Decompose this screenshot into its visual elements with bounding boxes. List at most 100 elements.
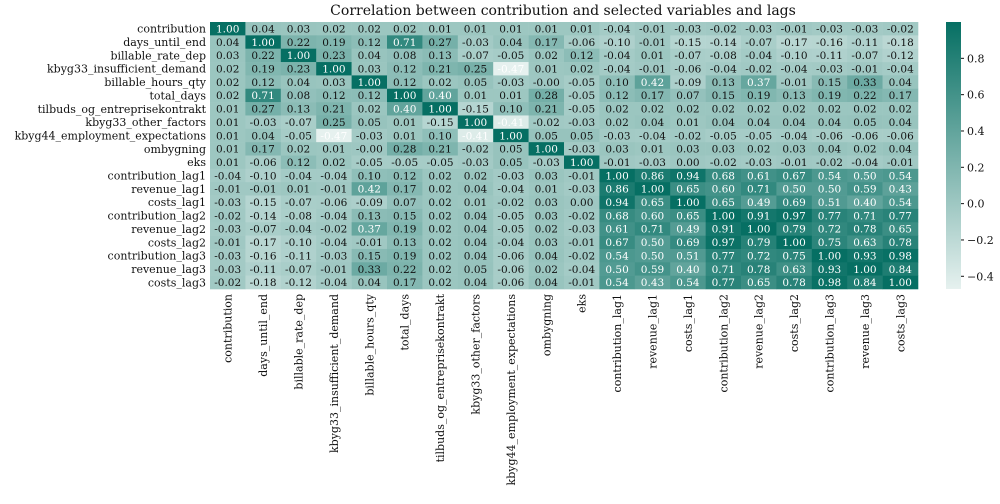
- cell-value-label: 1.00: [393, 90, 416, 102]
- heatmap-cell: [705, 128, 742, 143]
- heatmap-cell: [422, 262, 459, 276]
- cell-value-label: -0.11: [851, 37, 878, 49]
- cell-value-label: 0.75: [818, 237, 841, 249]
- heatmap-cell: [670, 128, 706, 143]
- cell-value-label: -0.17: [781, 37, 808, 49]
- cell-value-label: 1.00: [889, 277, 912, 289]
- heatmap-cell: [528, 235, 565, 250]
- cell-value-label: -0.11: [250, 264, 277, 276]
- cell-value-label: 0.01: [216, 157, 239, 169]
- cell-value-label: 0.01: [393, 117, 416, 129]
- heatmap-cell: [776, 22, 813, 36]
- cell-value-label: 1.00: [358, 77, 381, 89]
- cell-value-label: 0.84: [889, 264, 913, 276]
- heatmap-cell: [422, 168, 459, 183]
- heatmap-cell: [847, 222, 883, 236]
- cell-value-label: 0.13: [287, 104, 310, 116]
- cell-value-label: -0.00: [356, 144, 383, 156]
- heatmap-cell: [210, 75, 246, 90]
- column-tick-label: costs_lag3: [894, 294, 907, 352]
- heatmap-cell: [705, 22, 742, 36]
- heatmap-cell: [316, 22, 352, 36]
- cell-value-label: 0.59: [853, 184, 876, 196]
- heatmap-cell: [457, 208, 494, 223]
- heatmap-cell: [599, 75, 636, 90]
- colorbar-tick-label: 0.8: [967, 52, 985, 65]
- cell-value-label: 0.21: [535, 104, 558, 116]
- cell-value-label: -0.04: [851, 157, 878, 169]
- heatmap-cell: [387, 22, 423, 36]
- cell-value-label: 0.04: [251, 130, 275, 142]
- heatmap-cell: [599, 275, 636, 290]
- heatmap-cell: [811, 88, 848, 103]
- cell-value-label: 0.04: [535, 250, 559, 262]
- cell-value-label: 0.05: [499, 157, 522, 169]
- heatmap-cell: [210, 102, 246, 116]
- colorbar-tick-label: 0.0: [967, 198, 985, 211]
- heatmap-cell: [705, 222, 742, 236]
- colorbar: 0.8 0.6 0.4 0.2 0.0 −0.2 −0.4: [946, 22, 994, 289]
- heatmap-cell: [316, 115, 352, 130]
- heatmap-cell: [705, 115, 742, 130]
- cell-value-label: 0.67: [605, 237, 628, 249]
- cell-value-label: 0.75: [782, 250, 805, 262]
- cell-value-label: -0.07: [285, 197, 312, 209]
- heatmap-cell: [245, 102, 282, 116]
- heatmap-cell: [351, 35, 388, 49]
- cell-value-label: 0.13: [358, 210, 381, 222]
- row-tick-label: contribution_lag2: [108, 210, 206, 223]
- cell-value-label: -0.02: [214, 277, 241, 289]
- column-tick-label: costs_lag2: [788, 294, 801, 352]
- heatmap-cell: [564, 208, 600, 223]
- cell-value-label: 0.65: [747, 277, 770, 289]
- cell-value-label: 0.04: [358, 277, 382, 289]
- heatmap-cell: [670, 142, 706, 156]
- heatmap-cell: [634, 262, 671, 276]
- cell-value-label: 0.61: [605, 224, 628, 236]
- cell-value-label: 0.01: [535, 184, 558, 196]
- heatmap-cell: [634, 88, 671, 103]
- heatmap-cell: [316, 195, 352, 210]
- cell-value-label: 0.02: [428, 277, 451, 289]
- heatmap-cell: [741, 142, 777, 156]
- heatmap-cell: [316, 168, 352, 183]
- heatmap-cell: [528, 88, 565, 103]
- column-tick-label: eks: [576, 294, 589, 313]
- cell-value-label: 0.03: [712, 144, 735, 156]
- cell-value-label: -0.15: [462, 104, 489, 116]
- cell-value-label: 0.93: [818, 264, 841, 276]
- heatmap-cell: [422, 235, 459, 250]
- cell-value-label: 0.98: [818, 277, 841, 289]
- heatmap-cell: [280, 195, 317, 210]
- heatmap-cell: [776, 128, 813, 143]
- heatmap-cell: [634, 75, 671, 90]
- cell-value-label: 0.40: [393, 104, 416, 116]
- cell-value-label: -0.18: [250, 277, 277, 289]
- heatmap-cell: [564, 115, 600, 130]
- heatmap-cell: [882, 115, 919, 130]
- cell-value-label: 0.40: [676, 264, 699, 276]
- cell-value-label: 1.00: [535, 144, 558, 156]
- cell-value-label: -0.05: [568, 77, 595, 89]
- cell-value-label: -0.04: [604, 23, 631, 35]
- heatmap-cell: [811, 182, 848, 196]
- cell-value-label: 0.86: [641, 170, 665, 182]
- cell-value-label: 0.21: [322, 104, 345, 116]
- cell-value-label: 0.17: [393, 277, 416, 289]
- cell-value-label: 0.02: [464, 170, 487, 182]
- heatmap-cell: [280, 35, 317, 49]
- heatmap-cell: [210, 182, 246, 196]
- heatmap-cell: [422, 48, 459, 63]
- cell-value-label: -0.11: [285, 250, 312, 262]
- cell-value-label: 0.05: [853, 117, 876, 129]
- cell-value-label: 0.63: [853, 237, 876, 249]
- cell-value-label: -0.02: [568, 210, 595, 222]
- cell-value-label: -0.07: [285, 264, 312, 276]
- column-tick-label: billable_rate_dep: [293, 294, 306, 390]
- heatmap-cell: [741, 75, 777, 90]
- cell-value-label: -0.02: [533, 117, 560, 129]
- cell-value-label: 0.15: [712, 90, 735, 102]
- heatmap-cell: [882, 248, 919, 263]
- heatmap-cell: [776, 248, 813, 263]
- cell-value-label: 0.54: [605, 277, 629, 289]
